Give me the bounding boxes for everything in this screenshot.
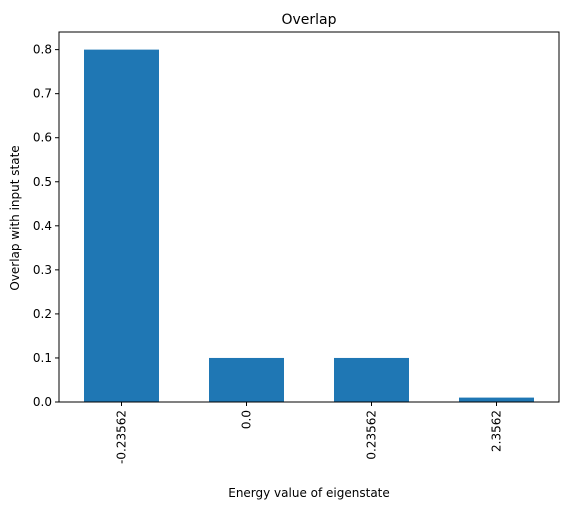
x-tick-label: -0.23562 bbox=[115, 410, 129, 464]
x-tick-label: 0.23562 bbox=[365, 410, 379, 460]
plot-area: 0.0 0.1 0.2 0.3 0.4 0.5 0.6 0.7 0.8 -0.23562 0.0 0.… bbox=[33, 31, 560, 464]
bar bbox=[459, 397, 534, 402]
chart-title: Overlap bbox=[281, 12, 336, 28]
y-tick-label: 0.7 bbox=[33, 87, 52, 101]
axes-frame bbox=[58, 31, 560, 403]
y-tick-label: 0.6 bbox=[33, 131, 52, 145]
y-tick-label: 0.3 bbox=[33, 263, 52, 277]
y-tick-label: 0.4 bbox=[33, 219, 52, 233]
y-axis-label: Overlap with input state bbox=[8, 145, 22, 290]
bar bbox=[209, 357, 284, 402]
x-tick-label: 0.0 bbox=[240, 410, 254, 429]
y-tick-label: 0.5 bbox=[33, 175, 52, 189]
bar bbox=[84, 49, 159, 402]
y-tick-label: 0.0 bbox=[33, 395, 52, 409]
y-tick-label: 0.2 bbox=[33, 307, 52, 321]
y-tick-label: 0.1 bbox=[33, 351, 52, 365]
x-axis-label: Energy value of eigenstate bbox=[228, 486, 390, 500]
y-tick-label: 0.8 bbox=[33, 43, 52, 57]
x-tick-label: 2.3562 bbox=[490, 410, 504, 452]
bar bbox=[334, 357, 409, 402]
